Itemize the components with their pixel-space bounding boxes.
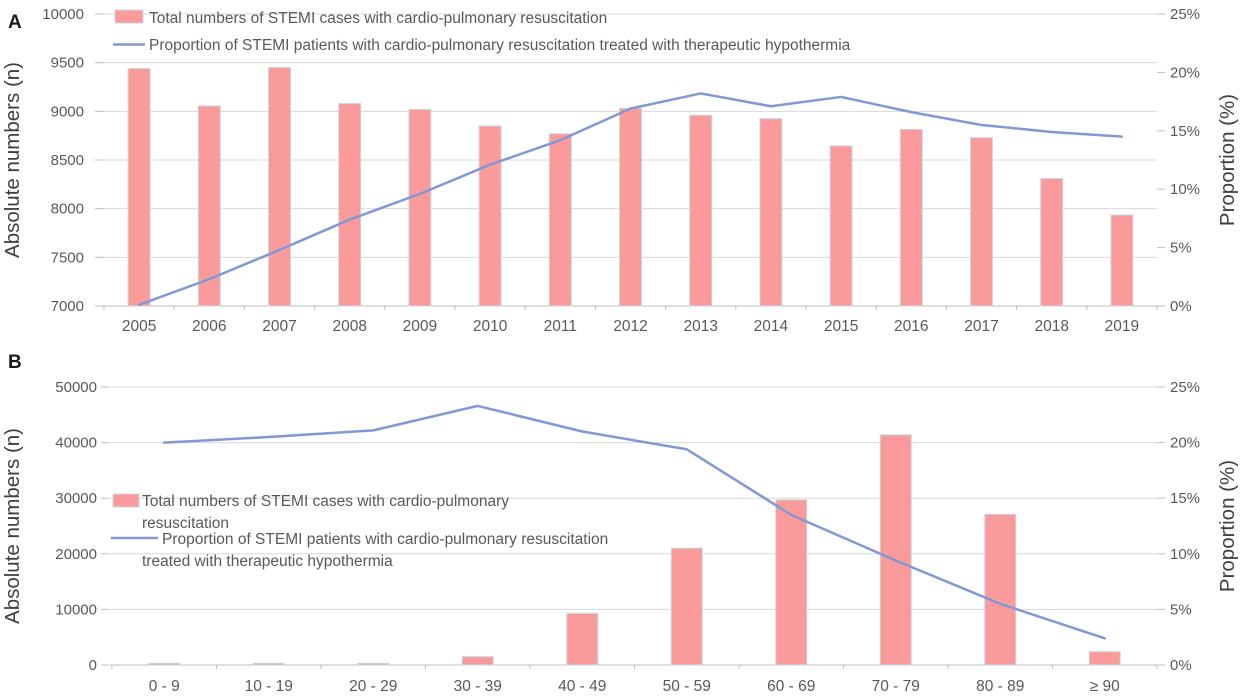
left-axis-tick-label: 40000: [55, 435, 97, 452]
x-axis-category-label: 2005: [122, 318, 156, 335]
right-axis-tick-label: 15%: [1170, 123, 1200, 140]
proportion-line: [137, 92, 1124, 307]
x-axis-category-label: ≥ 90: [1090, 678, 1120, 695]
x-axis-category-label: 2016: [894, 318, 928, 335]
bar-2007: [268, 67, 291, 307]
bar-≥ 90: [1088, 651, 1121, 666]
legend-label: Proportion of STEMI patients with cardio…: [149, 37, 851, 54]
x-axis-category-label: 2011: [544, 318, 577, 335]
legend-label: Total numbers of STEMI cases with cardio…: [142, 493, 509, 510]
x-axis-category-label: 2012: [613, 318, 647, 335]
right-axis-tick-label: 10%: [1170, 546, 1200, 563]
right-axis-tick-label: 10%: [1170, 181, 1200, 198]
right-axis-tick-label: 20%: [1170, 64, 1200, 81]
bar-2017: [970, 137, 993, 307]
bar-2018: [1040, 177, 1064, 307]
x-axis-category-label: 2008: [332, 318, 366, 335]
x-axis-category-label: 2010: [473, 318, 508, 335]
right-axis-title: Proportion (%): [1216, 94, 1239, 226]
legend-label: treated with therapeutic hypothermia: [142, 553, 393, 570]
bar-40 - 49: [566, 612, 599, 666]
x-axis-category-label: 40 - 49: [558, 678, 606, 695]
x-axis-category-label: 10 - 19: [245, 678, 293, 695]
x-axis-category-label: 2018: [1034, 318, 1068, 335]
left-axis-tick-label: 7500: [51, 249, 84, 266]
x-axis-category-label: 50 - 59: [663, 678, 711, 695]
x-axis-category-label: 2006: [192, 318, 226, 335]
right-axis-tick-label: 25%: [1170, 6, 1200, 23]
bar-2012: [619, 107, 642, 307]
right-axis-title: Proportion (%): [1216, 460, 1239, 592]
bar-10 - 19: [252, 662, 285, 666]
right-axis-tick-label: 5%: [1170, 240, 1192, 257]
panel-letter-B: B: [8, 352, 22, 373]
left-axis-tick-label: 9500: [51, 55, 84, 72]
bar-20 - 29: [357, 662, 390, 666]
x-axis-category-label: 2007: [262, 318, 296, 335]
bar-2011: [548, 133, 572, 307]
x-axis-category-label: 2009: [403, 318, 437, 335]
bar-30 - 39: [461, 656, 494, 666]
bar-2008: [338, 103, 362, 307]
bar-2014: [759, 118, 783, 307]
x-axis-category-label: 70 - 79: [872, 678, 920, 695]
legend-bar-swatch: [112, 493, 140, 508]
right-axis-tick-label: 0%: [1170, 657, 1192, 674]
left-axis-tick-label: 10000: [42, 6, 84, 23]
legend-label: Proportion of STEMI patients with cardio…: [162, 531, 608, 548]
right-axis-tick-label: 15%: [1170, 490, 1200, 507]
right-axis-tick-label: 5%: [1170, 601, 1192, 618]
left-axis-title: Absolute numbers (n): [1, 62, 24, 258]
left-axis-tick-label: 0: [89, 657, 97, 674]
bar-60 - 69: [775, 499, 808, 666]
right-axis-tick-label: 25%: [1170, 379, 1200, 396]
proportion-line: [163, 404, 1106, 640]
left-axis-tick-label: 8000: [51, 201, 84, 218]
bar-80 - 89: [984, 513, 1017, 666]
bar-2010: [478, 125, 502, 307]
left-axis-tick-label: 7000: [51, 298, 84, 315]
bar-2019: [1110, 214, 1134, 307]
legend-bar-swatch: [114, 9, 144, 24]
bar-2006: [197, 105, 221, 307]
right-axis-tick-label: 0%: [1170, 298, 1192, 315]
left-axis-tick-label: 50000: [55, 379, 97, 396]
bar-2005: [127, 68, 151, 307]
x-axis-category-label: 30 - 39: [454, 678, 502, 695]
left-axis-tick-label: 30000: [55, 490, 97, 507]
bar-50 - 59: [670, 547, 703, 666]
bar-2015: [829, 145, 853, 307]
left-axis-tick-label: 20000: [55, 546, 97, 563]
x-axis-category-label: 60 - 69: [767, 678, 815, 695]
left-axis-tick-label: 8500: [51, 152, 84, 169]
x-axis-category-label: 2019: [1105, 318, 1139, 335]
left-axis-tick-label: 10000: [55, 601, 97, 618]
x-axis-category-label: 80 - 89: [976, 678, 1024, 695]
x-axis-category-label: 2013: [683, 318, 717, 335]
bar-2016: [899, 128, 923, 307]
panel-letter-A: A: [8, 12, 22, 33]
right-axis-tick-label: 20%: [1170, 435, 1200, 452]
legend-label: resuscitation: [142, 515, 229, 532]
x-axis-category-label: 2017: [964, 318, 998, 335]
x-axis-category-label: 0 - 9: [149, 678, 180, 695]
legend-label: Total numbers of STEMI cases with cardio…: [149, 10, 607, 27]
bar-0 - 9: [148, 662, 181, 666]
left-axis-title: Absolute numbers (n): [1, 428, 24, 624]
bar-2013: [689, 114, 713, 307]
x-axis-category-label: 20 - 29: [349, 678, 397, 695]
left-axis-tick-label: 9000: [51, 103, 84, 120]
bar-2009: [408, 108, 432, 307]
x-axis-category-label: 2015: [824, 318, 858, 335]
x-axis-category-label: 2014: [754, 318, 789, 335]
bar-70 - 79: [879, 434, 912, 666]
